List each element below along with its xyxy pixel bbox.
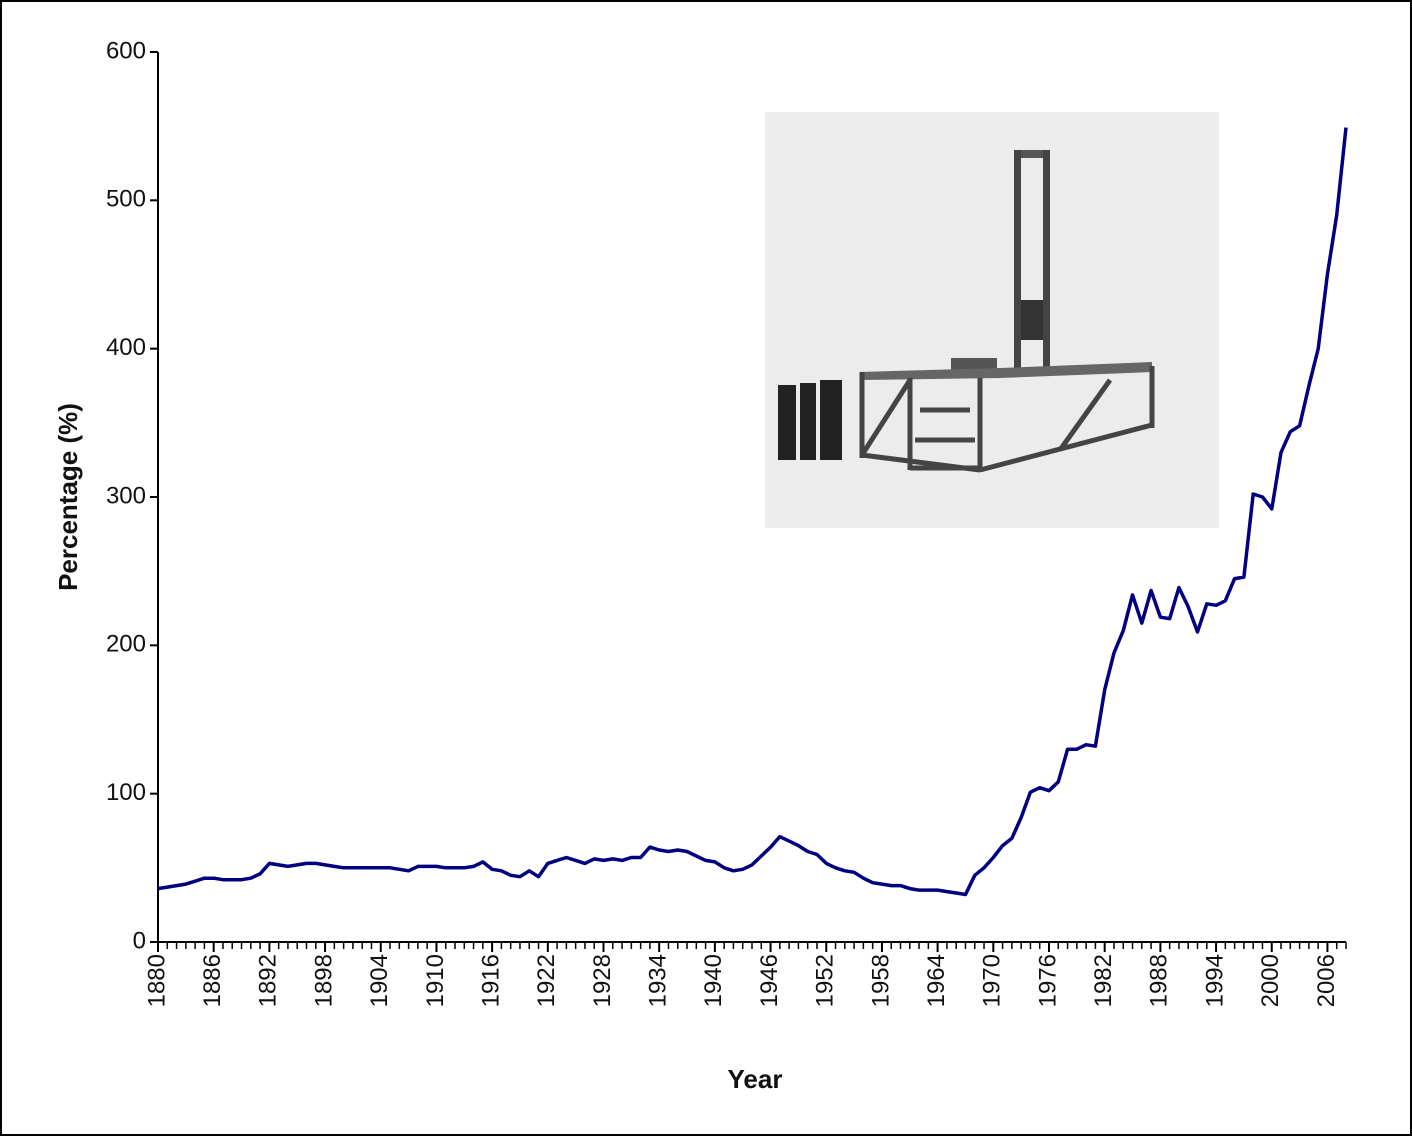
x-tick-label: 1994 <box>1201 954 1228 1007</box>
x-tick-label: 1928 <box>589 954 616 1007</box>
x-tick-label: 1904 <box>366 954 393 1007</box>
x-tick-label: 1898 <box>310 954 337 1007</box>
x-tick-label: 1922 <box>533 954 560 1007</box>
y-tick-label: 600 <box>106 37 146 64</box>
x-tick-label: 1952 <box>812 954 839 1007</box>
x-tick-label: 1916 <box>477 954 504 1007</box>
x-tick-label: 1958 <box>867 954 894 1007</box>
y-tick-label: 400 <box>106 334 146 361</box>
data-line <box>157 127 1348 897</box>
x-tick-label: 1970 <box>979 954 1006 1007</box>
y-axis-title: Percentage (%) <box>53 403 83 591</box>
y-tick-label: 100 <box>106 779 146 806</box>
x-tick-label: 1976 <box>1034 954 1061 1007</box>
x-tick-label: 1880 <box>143 954 170 1007</box>
x-tick-label: 1934 <box>645 954 672 1007</box>
y-tick-label: 300 <box>106 482 146 509</box>
x-tick-label: 1892 <box>255 954 282 1007</box>
x-tick-label: 1910 <box>422 954 449 1007</box>
inset-illustration <box>765 112 1219 528</box>
y-tick-label: 0 <box>133 927 146 954</box>
x-tick-label: 1940 <box>700 954 727 1007</box>
x-tick-label: 1964 <box>923 954 950 1007</box>
x-tick-label: 2000 <box>1257 954 1284 1007</box>
y-tick-label: 500 <box>106 186 146 213</box>
x-tick-label: 1886 <box>199 954 226 1007</box>
x-tick-label: 1946 <box>756 954 783 1007</box>
x-tick-label: 1988 <box>1146 954 1173 1007</box>
x-tick-label: 1982 <box>1090 954 1117 1007</box>
x-axis-title: Year <box>728 1064 783 1094</box>
x-tick-label: 2006 <box>1313 954 1340 1007</box>
y-tick-label: 200 <box>106 631 146 658</box>
